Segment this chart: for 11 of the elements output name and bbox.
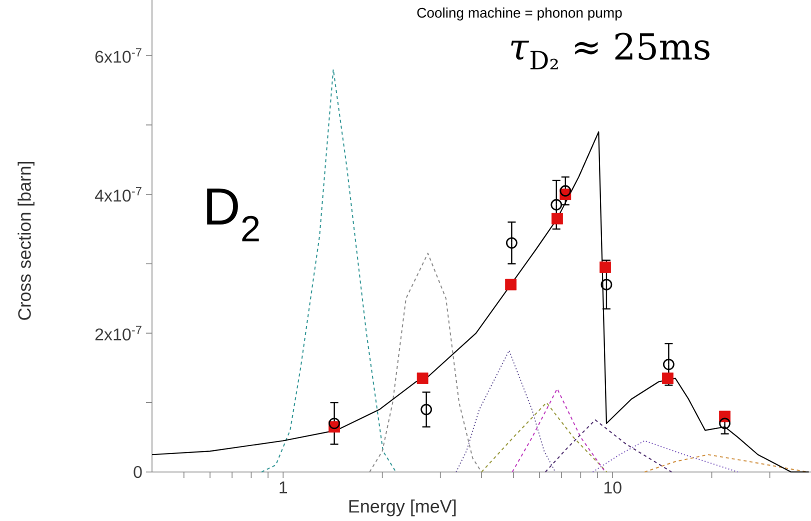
- y-tick-label: 4x10$^{-7}$: [94, 187, 142, 202]
- x-tick-label: 10: [604, 482, 622, 494]
- y-tick-label: 6x10$^{-7}$: [95, 48, 142, 63]
- y-tick-label: 0: [134, 466, 142, 478]
- y-tick-label: 2x10$^{-7}$: [95, 326, 142, 340]
- y-axis-title: Cross section [barn]: [18, 162, 34, 320]
- annotation: Cooling machine = phonon pump: [417, 7, 622, 21]
- annotation: D$_{2}$: [207, 188, 259, 242]
- x-tick-label: 1: [280, 482, 288, 494]
- annotation: τ$_{D₂}$ ≈ 25ms: [511, 32, 710, 70]
- x-axis-title: Energy [meV]: [349, 500, 456, 516]
